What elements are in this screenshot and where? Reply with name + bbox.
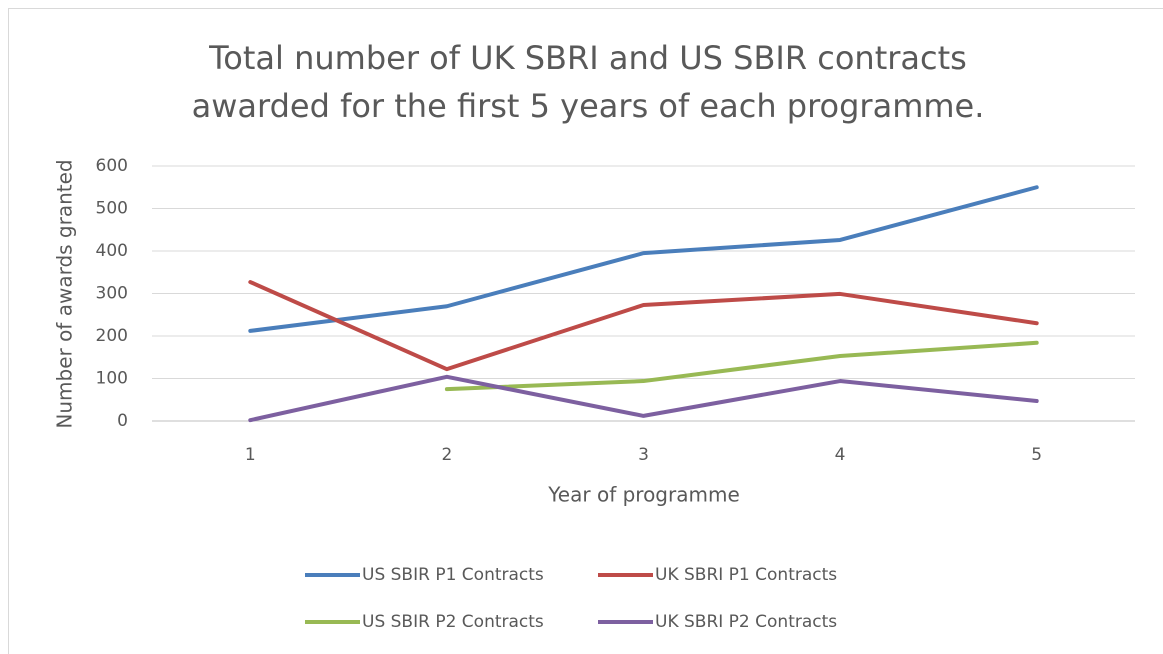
y-tick-label: 600 <box>96 156 128 176</box>
y-tick-label: 500 <box>96 199 128 219</box>
y-tick-label: 300 <box>96 284 128 304</box>
y-axis-label: Number of awards granted <box>53 159 77 428</box>
chart-title: Total number of UK SBRI and US SBIR cont… <box>208 39 967 77</box>
data-line <box>248 185 1039 333</box>
chart-title: awarded for the first 5 years of each pr… <box>192 87 985 125</box>
y-tick-label: 0 <box>117 411 128 431</box>
legend-label: US SBIR P1 Contracts <box>362 565 544 585</box>
legend-label: UK SBRI P1 Contracts <box>655 565 837 585</box>
x-axis-label: Year of programme <box>547 483 740 507</box>
data-line <box>248 374 1039 423</box>
x-tick-label: 3 <box>638 445 649 465</box>
y-tick-label: 200 <box>96 326 128 346</box>
y-tick-label: 100 <box>96 369 128 389</box>
x-tick-label: 2 <box>441 445 452 465</box>
x-tick-label: 5 <box>1031 445 1042 465</box>
y-tick-label: 400 <box>96 241 128 261</box>
legend-label: UK SBRI P2 Contracts <box>655 612 837 632</box>
x-tick-label: 4 <box>835 445 846 465</box>
data-line <box>444 340 1039 392</box>
legend-label: US SBIR P2 Contracts <box>362 612 544 632</box>
x-tick-label: 1 <box>245 445 256 465</box>
data-line <box>248 280 1039 372</box>
chart-border <box>8 8 1163 654</box>
